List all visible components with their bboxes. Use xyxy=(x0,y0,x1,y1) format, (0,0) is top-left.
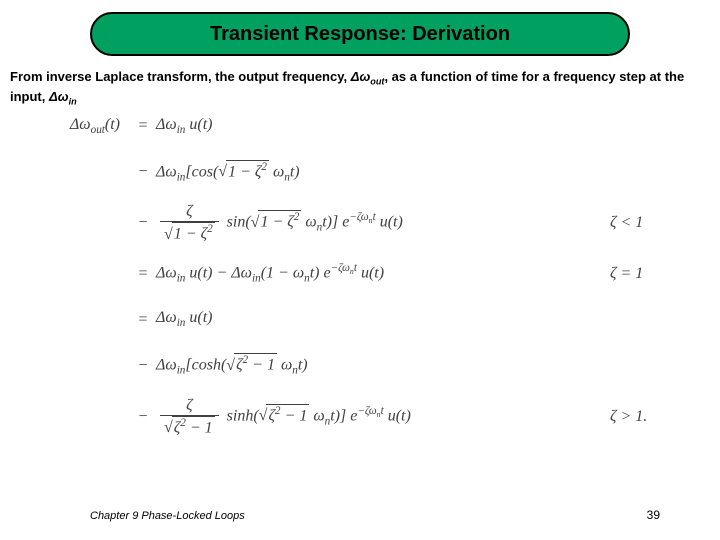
eq-operator: − xyxy=(130,407,156,426)
eq-operator: − xyxy=(130,162,156,181)
eq-condition: ζ < 1 xyxy=(610,213,680,232)
eq-condition: ζ = 1 xyxy=(610,264,680,283)
eq-operator: − xyxy=(130,213,156,232)
equation-row: −ζζ2 − 1 sinh(ζ2 − 1 ωnt)] e−ζωnt u(t)ζ … xyxy=(40,396,680,438)
equation-row: Δωout(t)=Δωin u(t) xyxy=(40,110,680,142)
eq-body: Δωin u(t) xyxy=(156,115,610,138)
equation-row: =Δωin u(t) − Δωin(1 − ωnt) e−ζωnt u(t)ζ … xyxy=(40,258,680,290)
eq-body: Δωin u(t) xyxy=(156,308,610,331)
eq-operator: − xyxy=(130,356,156,375)
equation-row: −Δωin[cos(1 − ζ2 ωnt) xyxy=(40,156,680,188)
eq-body: ζζ2 − 1 sinh(ζ2 − 1 ωnt)] e−ζωnt u(t) xyxy=(156,396,610,438)
page-number: 39 xyxy=(647,508,660,522)
title-box: Transient Response: Derivation xyxy=(90,12,630,56)
eq-body: Δωin[cos(1 − ζ2 ωnt) xyxy=(156,160,610,185)
eq-body: Δωin u(t) − Δωin(1 − ωnt) e−ζωnt u(t) xyxy=(156,262,610,286)
eq-body: ζ1 − ζ2 sin(1 − ζ2 ωnt)] e−ζωnt u(t) xyxy=(156,202,610,244)
eq-operator: = xyxy=(130,264,156,283)
equation-block: Δωout(t)=Δωin u(t)−Δωin[cos(1 − ζ2 ωnt)−… xyxy=(40,110,680,451)
eq-operator: = xyxy=(130,310,156,329)
eq-operator: = xyxy=(130,116,156,135)
equation-row: −ζ1 − ζ2 sin(1 − ζ2 ωnt)] e−ζωnt u(t)ζ <… xyxy=(40,202,680,244)
eq-condition: ζ > 1. xyxy=(610,407,680,426)
equation-row: −Δωin[cosh(ζ2 − 1 ωnt) xyxy=(40,350,680,382)
footer-chapter: Chapter 9 Phase-Locked Loops xyxy=(90,510,245,522)
equation-row: =Δωin u(t) xyxy=(40,304,680,336)
eq-body: Δωin[cosh(ζ2 − 1 ωnt) xyxy=(156,353,610,378)
slide-title: Transient Response: Derivation xyxy=(210,23,510,46)
intro-text: From inverse Laplace transform, the outp… xyxy=(10,68,710,108)
eq-lhs: Δωout(t) xyxy=(40,115,130,138)
